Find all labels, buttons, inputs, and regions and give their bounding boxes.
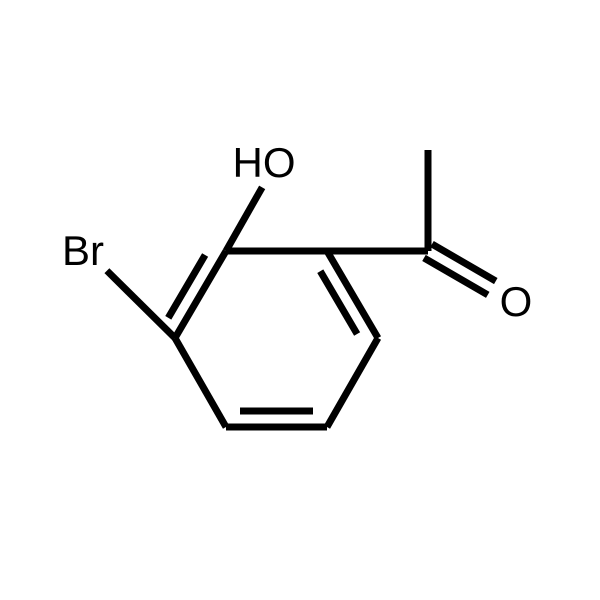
molecule-stage: HO O Br — [0, 0, 600, 600]
atom-label-o_carbonyl: O — [500, 278, 533, 326]
atom-label-o_hydroxyl: HO — [233, 139, 296, 187]
atom-label-br: Br — [62, 227, 104, 275]
